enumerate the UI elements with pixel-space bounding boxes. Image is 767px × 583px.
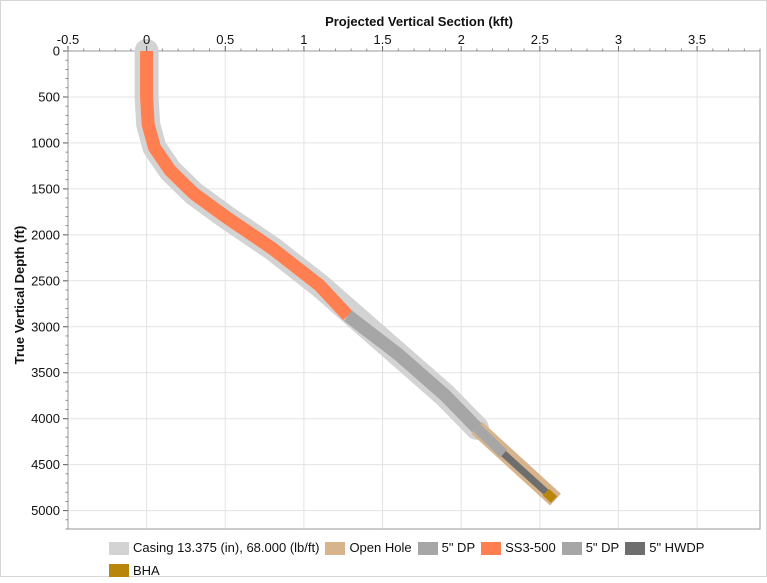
y-tick-label: 4500 xyxy=(31,457,60,472)
legend-label: Open Hole xyxy=(349,540,412,555)
x-axis-title: Projected Vertical Section (kft) xyxy=(325,14,513,29)
series-line-6 xyxy=(543,488,558,503)
legend-label: Casing 13.375 (in), 68.000 (lb/ft) xyxy=(133,540,320,555)
y-tick-label: 500 xyxy=(38,89,60,104)
y-tick-label: 1000 xyxy=(31,135,60,150)
legend-item: Open Hole xyxy=(325,538,412,558)
series-layer xyxy=(134,39,561,506)
legend-swatch xyxy=(561,541,582,555)
legend-label: 5" DP xyxy=(441,540,476,555)
y-tick-label: 0 xyxy=(53,44,60,59)
legend-swatch xyxy=(109,564,129,577)
series-line-2 xyxy=(473,424,508,458)
x-tick-label: 2.5 xyxy=(531,32,549,47)
x-tick-label: -0.5 xyxy=(57,32,79,47)
y-axis-title: True Vertical Depth (ft) xyxy=(12,226,27,365)
legend-item: 5" DP xyxy=(561,538,620,558)
legend-swatch xyxy=(109,541,129,555)
x-tick-label: 2 xyxy=(458,32,465,47)
legend-item: Casing 13.375 (in), 68.000 (lb/ft) xyxy=(109,538,319,558)
y-tick-label: 4000 xyxy=(31,411,60,426)
y-tick-label: 3000 xyxy=(31,319,60,334)
legend-swatch xyxy=(325,541,346,555)
tick-labels: -0.5 0 0.5 1 1.5 2 2.5 3 3.505001000150020002500… xyxy=(31,32,761,530)
x-tick-label: 0.5 xyxy=(216,32,234,47)
y-tick-label: 2000 xyxy=(31,227,60,242)
legend-label: BHA xyxy=(133,562,160,578)
plot-area-border xyxy=(67,50,761,530)
legend-item: 5" HWDP xyxy=(625,538,704,558)
legend-swatch xyxy=(481,541,502,555)
legend-swatch xyxy=(625,541,646,555)
legend: Casing 13.375 (in), 68.000 (lb/ft) Open H… xyxy=(109,538,749,583)
x-tick-label: 0 xyxy=(143,32,150,47)
legend-label: 5" HWDP xyxy=(649,540,705,555)
y-tick-label: 3500 xyxy=(31,365,60,380)
legend-swatch xyxy=(417,541,438,555)
x-tick-label: 1.5 xyxy=(374,32,392,47)
series-line-3 xyxy=(140,51,353,321)
grid xyxy=(67,50,760,529)
legend-label: 5" DP xyxy=(585,540,620,555)
legend-item: SS3-500 xyxy=(481,538,556,558)
x-tick-label: 1 xyxy=(300,32,307,47)
legend-label: SS3-500 xyxy=(505,540,556,555)
series-line-5 xyxy=(501,451,549,495)
y-tick-label: 2500 xyxy=(31,273,60,288)
x-tick-label: 3 xyxy=(615,32,622,47)
legend-item: BHA xyxy=(109,561,160,581)
y-tick-label: 5000 xyxy=(31,503,60,518)
x-tick-label: 3.5 xyxy=(688,32,706,47)
legend-item: 5" DP xyxy=(417,538,476,558)
y-tick-label: 1500 xyxy=(31,181,60,196)
series-line-4 xyxy=(343,310,482,433)
